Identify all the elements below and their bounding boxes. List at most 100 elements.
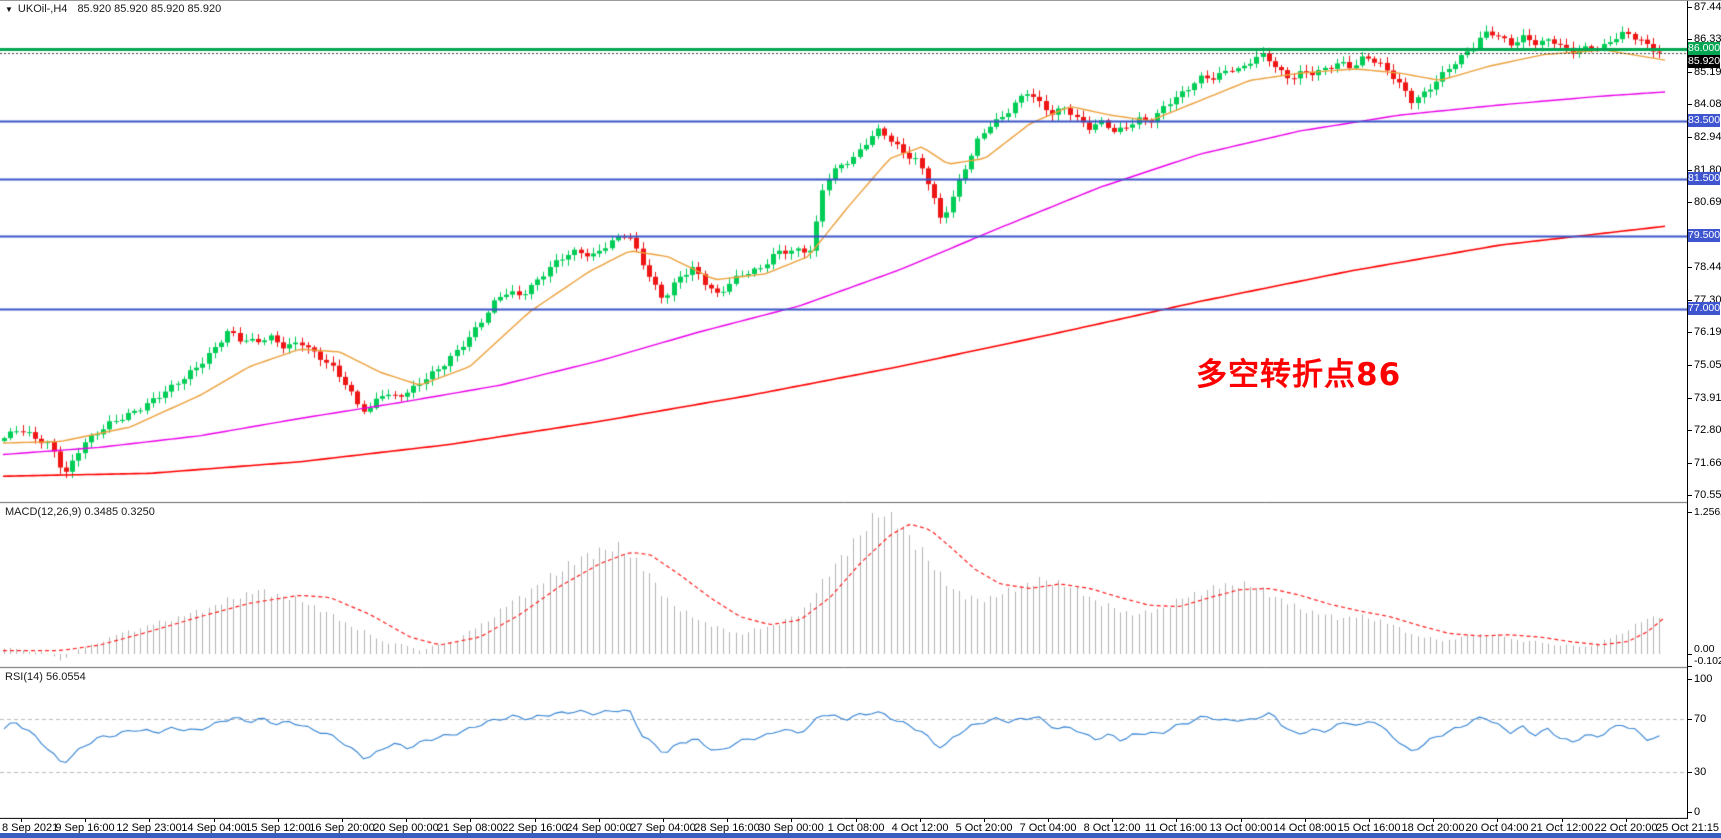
time-tick-mark	[1048, 819, 1049, 822]
time-tick-mark	[1562, 819, 1563, 822]
rsi-indicator-label: RSI(14) 56.0554	[5, 671, 86, 683]
time-tick-mark	[149, 819, 150, 822]
time-tick-label: 27 Sep 04:00	[630, 822, 696, 834]
price-tick-label: 87.440	[1694, 1, 1721, 13]
macd-tick-label: 1.2562	[1694, 506, 1721, 518]
price-axis[interactable]: 87.44086.33085.19084.08082.94081.80080.6…	[1687, 1, 1721, 819]
time-tick-label: 5 Oct 20:00	[955, 822, 1013, 834]
time-tick-label: 24 Sep 00:00	[566, 822, 632, 834]
axis-tick-mark	[1688, 512, 1692, 513]
time-tick-label: 18 Oct 20:00	[1401, 822, 1465, 834]
time-tick-label: 12 Sep 23:00	[116, 822, 182, 834]
time-tick-mark	[599, 819, 600, 822]
axis-tick-mark	[1688, 267, 1692, 268]
time-tick-label: 8 Oct 12:00	[1083, 822, 1141, 834]
axis-tick-mark	[1688, 430, 1692, 431]
price-tick-label: 76.190	[1694, 326, 1721, 338]
time-tick-mark	[1176, 819, 1177, 822]
price-level-label-81.500: 81.500	[1688, 172, 1721, 185]
axis-tick-mark	[1688, 679, 1692, 680]
candlestick-chart-canvas[interactable]	[0, 1, 1687, 819]
time-tick-mark	[856, 819, 857, 822]
time-tick-label: 20 Sep 00:00	[373, 822, 439, 834]
axis-tick-mark	[1688, 104, 1692, 105]
axis-tick-mark	[1688, 719, 1692, 720]
time-tick-mark	[1433, 819, 1434, 822]
time-tick-mark	[278, 819, 279, 822]
axis-tick-mark	[1688, 170, 1692, 171]
symbol-dropdown-arrow-icon[interactable]: ▼	[5, 5, 13, 14]
time-tick-label: 30 Sep 00:00	[758, 822, 824, 834]
time-tick-mark	[1305, 819, 1306, 822]
time-tick-mark	[1112, 819, 1113, 822]
macd-indicator-label: MACD(12,26,9) 0.3485 0.3250	[5, 506, 155, 518]
time-axis[interactable]: 8 Sep 2021 9 Sep 16:00 12 Sep 23:00 14 Sep …	[0, 819, 1721, 834]
time-tick-mark	[791, 819, 792, 822]
time-tick-label: 15 Oct 16:00	[1337, 822, 1401, 834]
rsi-tick-label: 100	[1694, 673, 1713, 685]
time-tick-mark	[342, 819, 343, 822]
price-level-label-85.920: 85.920	[1688, 55, 1721, 68]
time-tick-label: 21 Oct 12:00	[1530, 822, 1594, 834]
axis-tick-mark	[1688, 398, 1692, 399]
time-tick-label: 14 Sep 04:00	[181, 822, 247, 834]
time-tick-mark	[1497, 819, 1498, 822]
price-tick-label: 85.190	[1694, 66, 1721, 78]
rsi-tick-label: 70	[1694, 713, 1707, 725]
rsi-tick-label: 0	[1694, 806, 1701, 818]
macd-tick-label: 0.00	[1694, 643, 1715, 655]
axis-tick-mark	[1688, 495, 1692, 496]
price-tick-label: 82.940	[1694, 131, 1721, 143]
time-tick-label: 20 Oct 04:00	[1465, 822, 1529, 834]
time-tick-label: 4 Oct 12:00	[891, 822, 949, 834]
time-tick-label: 22 Sep 16:00	[502, 822, 568, 834]
time-tick-mark	[727, 819, 728, 822]
price-level-label-79.500: 79.500	[1688, 229, 1721, 242]
time-tick-mark	[920, 819, 921, 822]
time-tick-mark	[1369, 819, 1370, 822]
price-tick-label: 84.080	[1694, 98, 1721, 110]
time-tick-label: 16 Sep 20:00	[309, 822, 375, 834]
time-tick-label: 13 Oct 00:00	[1209, 822, 1273, 834]
time-tick-label: 11 Oct 16:00	[1144, 822, 1208, 834]
time-tick-label: 21 Sep 08:00	[437, 822, 503, 834]
time-tick-mark	[470, 819, 471, 822]
axis-tick-mark	[1688, 654, 1692, 655]
price-tick-label: 75.050	[1694, 359, 1721, 371]
symbol-period-label: UKOil-,H4	[17, 3, 68, 15]
ohlc-values: 85.920 85.920 85.920 85.920	[77, 3, 222, 15]
price-tick-label: 72.800	[1694, 424, 1721, 436]
axis-tick-mark	[1688, 137, 1692, 138]
time-tick-mark	[535, 819, 536, 822]
macd-tick-label: -0.1023	[1694, 655, 1721, 667]
price-tick-label: 70.550	[1694, 489, 1721, 501]
time-tick-label: 28 Sep 16:00	[694, 822, 760, 834]
price-level-label-86.000: 86.000	[1688, 42, 1721, 55]
time-tick-mark	[406, 819, 407, 822]
price-level-label-83.500: 83.500	[1688, 114, 1721, 127]
axis-tick-mark	[1688, 332, 1692, 333]
time-tick-label: 7 Oct 04:00	[1019, 822, 1077, 834]
rsi-tick-label: 30	[1694, 766, 1707, 778]
annotation-text: 多空转折点86	[1196, 357, 1402, 393]
time-tick-label: 22 Oct 20:00	[1594, 822, 1658, 834]
taskbar-strip	[0, 833, 1721, 838]
time-tick-mark	[984, 819, 985, 822]
time-tick-mark	[214, 819, 215, 822]
time-tick-label: 1 Oct 08:00	[827, 822, 885, 834]
axis-tick-mark	[1688, 202, 1692, 203]
time-tick-label: 15 Sep 12:00	[245, 822, 311, 834]
axis-tick-mark	[1688, 7, 1692, 8]
axis-tick-mark	[1688, 463, 1692, 464]
time-tick-mark	[1626, 819, 1627, 822]
axis-tick-mark	[1688, 365, 1692, 366]
price-level-label-77.000: 77.000	[1688, 302, 1721, 315]
axis-tick-mark	[1688, 72, 1692, 73]
price-tick-label: 73.910	[1694, 392, 1721, 404]
price-tick-label: 80.690	[1694, 196, 1721, 208]
axis-tick-mark	[1688, 812, 1692, 813]
time-tick-mark	[85, 819, 86, 822]
axis-tick-mark	[1688, 666, 1692, 667]
price-tick-label: 78.440	[1694, 261, 1721, 273]
